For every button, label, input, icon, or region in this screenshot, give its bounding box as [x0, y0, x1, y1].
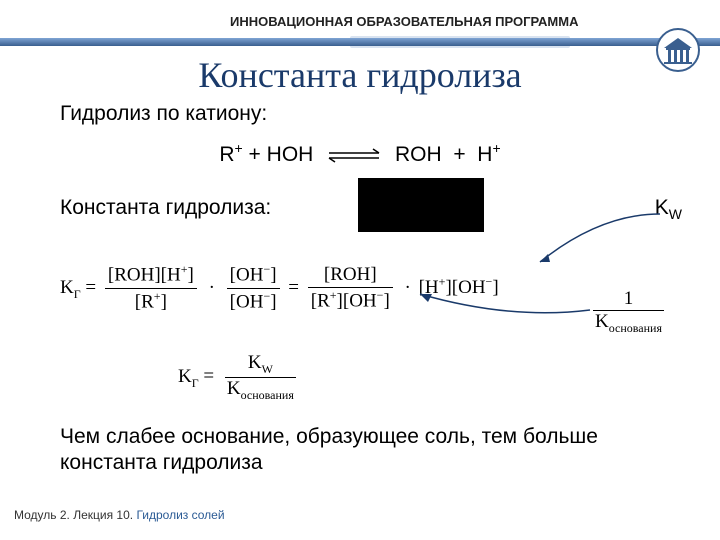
- equilibrium-arrow-icon: [325, 146, 383, 164]
- redacted-box: [358, 178, 484, 232]
- footer-module: Модуль 2. Лекция 10.: [14, 508, 133, 522]
- header-band: [0, 38, 720, 46]
- kbase-num: 1: [593, 288, 664, 311]
- kw-label: KW: [655, 196, 682, 222]
- subtitle-cation: Гидролиз по катиону:: [60, 102, 267, 126]
- equals-1: =: [85, 277, 100, 298]
- dot-2: ·: [405, 277, 411, 298]
- kw-k: K: [655, 196, 669, 219]
- formula-kg-final: KГ = KW Kоснования: [178, 352, 296, 403]
- conclusion-text: Чем слабее основание, образующее соль, т…: [60, 424, 660, 477]
- page-title: Константа гидролиза: [0, 54, 720, 96]
- arrow-kw-to-term-icon: [500, 210, 680, 280]
- equals-2: =: [288, 277, 303, 298]
- equals-3: =: [203, 366, 218, 387]
- constant-label: Константа гидролиза:: [60, 196, 271, 220]
- footer: Модуль 2. Лекция 10. Гидролиз солей: [14, 508, 225, 522]
- kg2-frac: KW Kоснования: [225, 352, 296, 403]
- one-over-kbase: 1 Kоснования: [593, 288, 664, 336]
- kg-symbol: KГ: [60, 277, 81, 298]
- formula-row-main: KГ = [ROH][H+] [R+] · [OH−] [OH−] = [ROH…: [60, 262, 499, 315]
- equation-right: ROH + H+: [395, 143, 501, 166]
- frac-1: [ROH][H+] [R+]: [105, 262, 197, 315]
- footer-topic: Гидролиз солей: [136, 508, 224, 522]
- hydrolysis-equation: R+ + HOH ROH + H+: [0, 140, 720, 167]
- equation-left: R+ + HOH: [219, 143, 313, 166]
- kw-sub: W: [669, 206, 682, 222]
- frac-2: [OH−] [OH−]: [227, 262, 280, 315]
- program-label: ИННОВАЦИОННАЯ ОБРАЗОВАТЕЛЬНАЯ ПРОГРАММА: [230, 14, 578, 29]
- term-4: [H+][OH−]: [419, 277, 499, 298]
- kg2-symbol: KГ: [178, 366, 199, 387]
- kbase-den: Kоснования: [593, 311, 664, 336]
- dot-1: ·: [209, 277, 215, 298]
- frac-3: [ROH] [R+][OH−]: [308, 263, 393, 315]
